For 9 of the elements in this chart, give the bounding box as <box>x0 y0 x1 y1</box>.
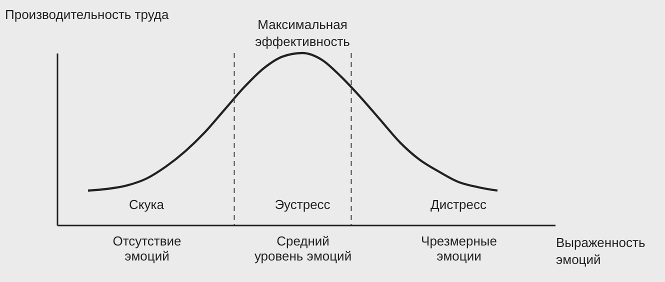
annotation: Дистресс <box>430 197 487 212</box>
annotation: Скука <box>129 197 165 212</box>
text: Максимальная эффективность <box>255 17 350 49</box>
x-tick-label: Чрезмерные эмоции <box>421 234 497 264</box>
x-tick-label: Средний уровень эмоций <box>254 234 352 264</box>
annotation: Эустресс <box>274 197 331 212</box>
y-axis-title: Производительность труда <box>5 7 170 22</box>
x-axis-title: Выраженность эмоций <box>556 235 646 267</box>
x-tick-label: Отсутствие эмоций <box>112 234 182 264</box>
